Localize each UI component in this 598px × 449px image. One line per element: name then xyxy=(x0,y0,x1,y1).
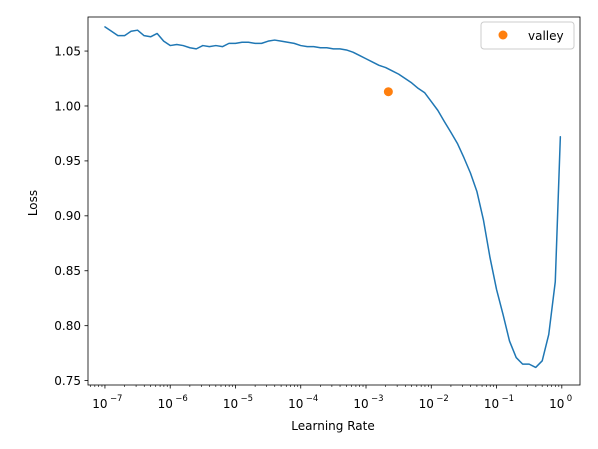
x-tick-label-exponent: −6 xyxy=(175,394,188,404)
legend-valley-label: valley xyxy=(528,29,564,43)
x-tick-label: 10 xyxy=(419,397,434,411)
x-tick-label: 10 xyxy=(223,397,238,411)
axes-frame xyxy=(87,16,581,386)
y-axis-ticks: 0.75 0.80 0.85 0.90 0.95 1.00 1.05 xyxy=(54,44,88,388)
x-tick-label-exponent: −4 xyxy=(306,394,319,404)
x-tick-label: 10 xyxy=(353,397,368,411)
x-tick-label-exponent: 0 xyxy=(567,394,572,404)
y-tick-label: 1.05 xyxy=(54,44,81,58)
x-tick-label: 10 xyxy=(549,397,564,411)
y-tick-label: 0.80 xyxy=(54,319,81,333)
series-line-0 xyxy=(104,26,562,369)
y-tick-label: 0.75 xyxy=(54,374,81,388)
x-tick-label-exponent: −1 xyxy=(502,394,515,404)
x-tick-label-exponent: −3 xyxy=(371,394,384,404)
valley-marker xyxy=(383,87,393,97)
legend-box xyxy=(480,21,575,50)
axes xyxy=(87,16,581,386)
plot-area xyxy=(88,17,580,385)
y-tick-label: 0.90 xyxy=(54,209,81,223)
x-tick-label: 10 xyxy=(92,397,107,411)
y-axis-label: Loss xyxy=(26,190,40,216)
x-tick-label: 10 xyxy=(288,397,303,411)
legend-valley-marker xyxy=(498,30,508,40)
legend: valley xyxy=(480,21,575,50)
x-tick-label: 10 xyxy=(158,397,173,411)
x-tick-label-exponent: −2 xyxy=(436,394,449,404)
x-axis-label: Learning Rate xyxy=(291,419,374,433)
plot-background xyxy=(88,17,580,385)
y-tick-label: 0.95 xyxy=(54,154,81,168)
y-tick-label: 0.85 xyxy=(54,264,81,278)
y-tick-label: 1.00 xyxy=(54,99,81,113)
x-tick-label-exponent: −5 xyxy=(240,394,253,404)
series-layer xyxy=(104,26,562,369)
x-tick-label: 10 xyxy=(484,397,499,411)
x-tick-label-exponent: −7 xyxy=(110,394,123,404)
marker-layer xyxy=(383,87,393,97)
x-axis-ticks: 10 −7 10 −6 10 −5 10 −4 10 −3 10 −2 10 −1 10 0 xyxy=(90,385,572,411)
